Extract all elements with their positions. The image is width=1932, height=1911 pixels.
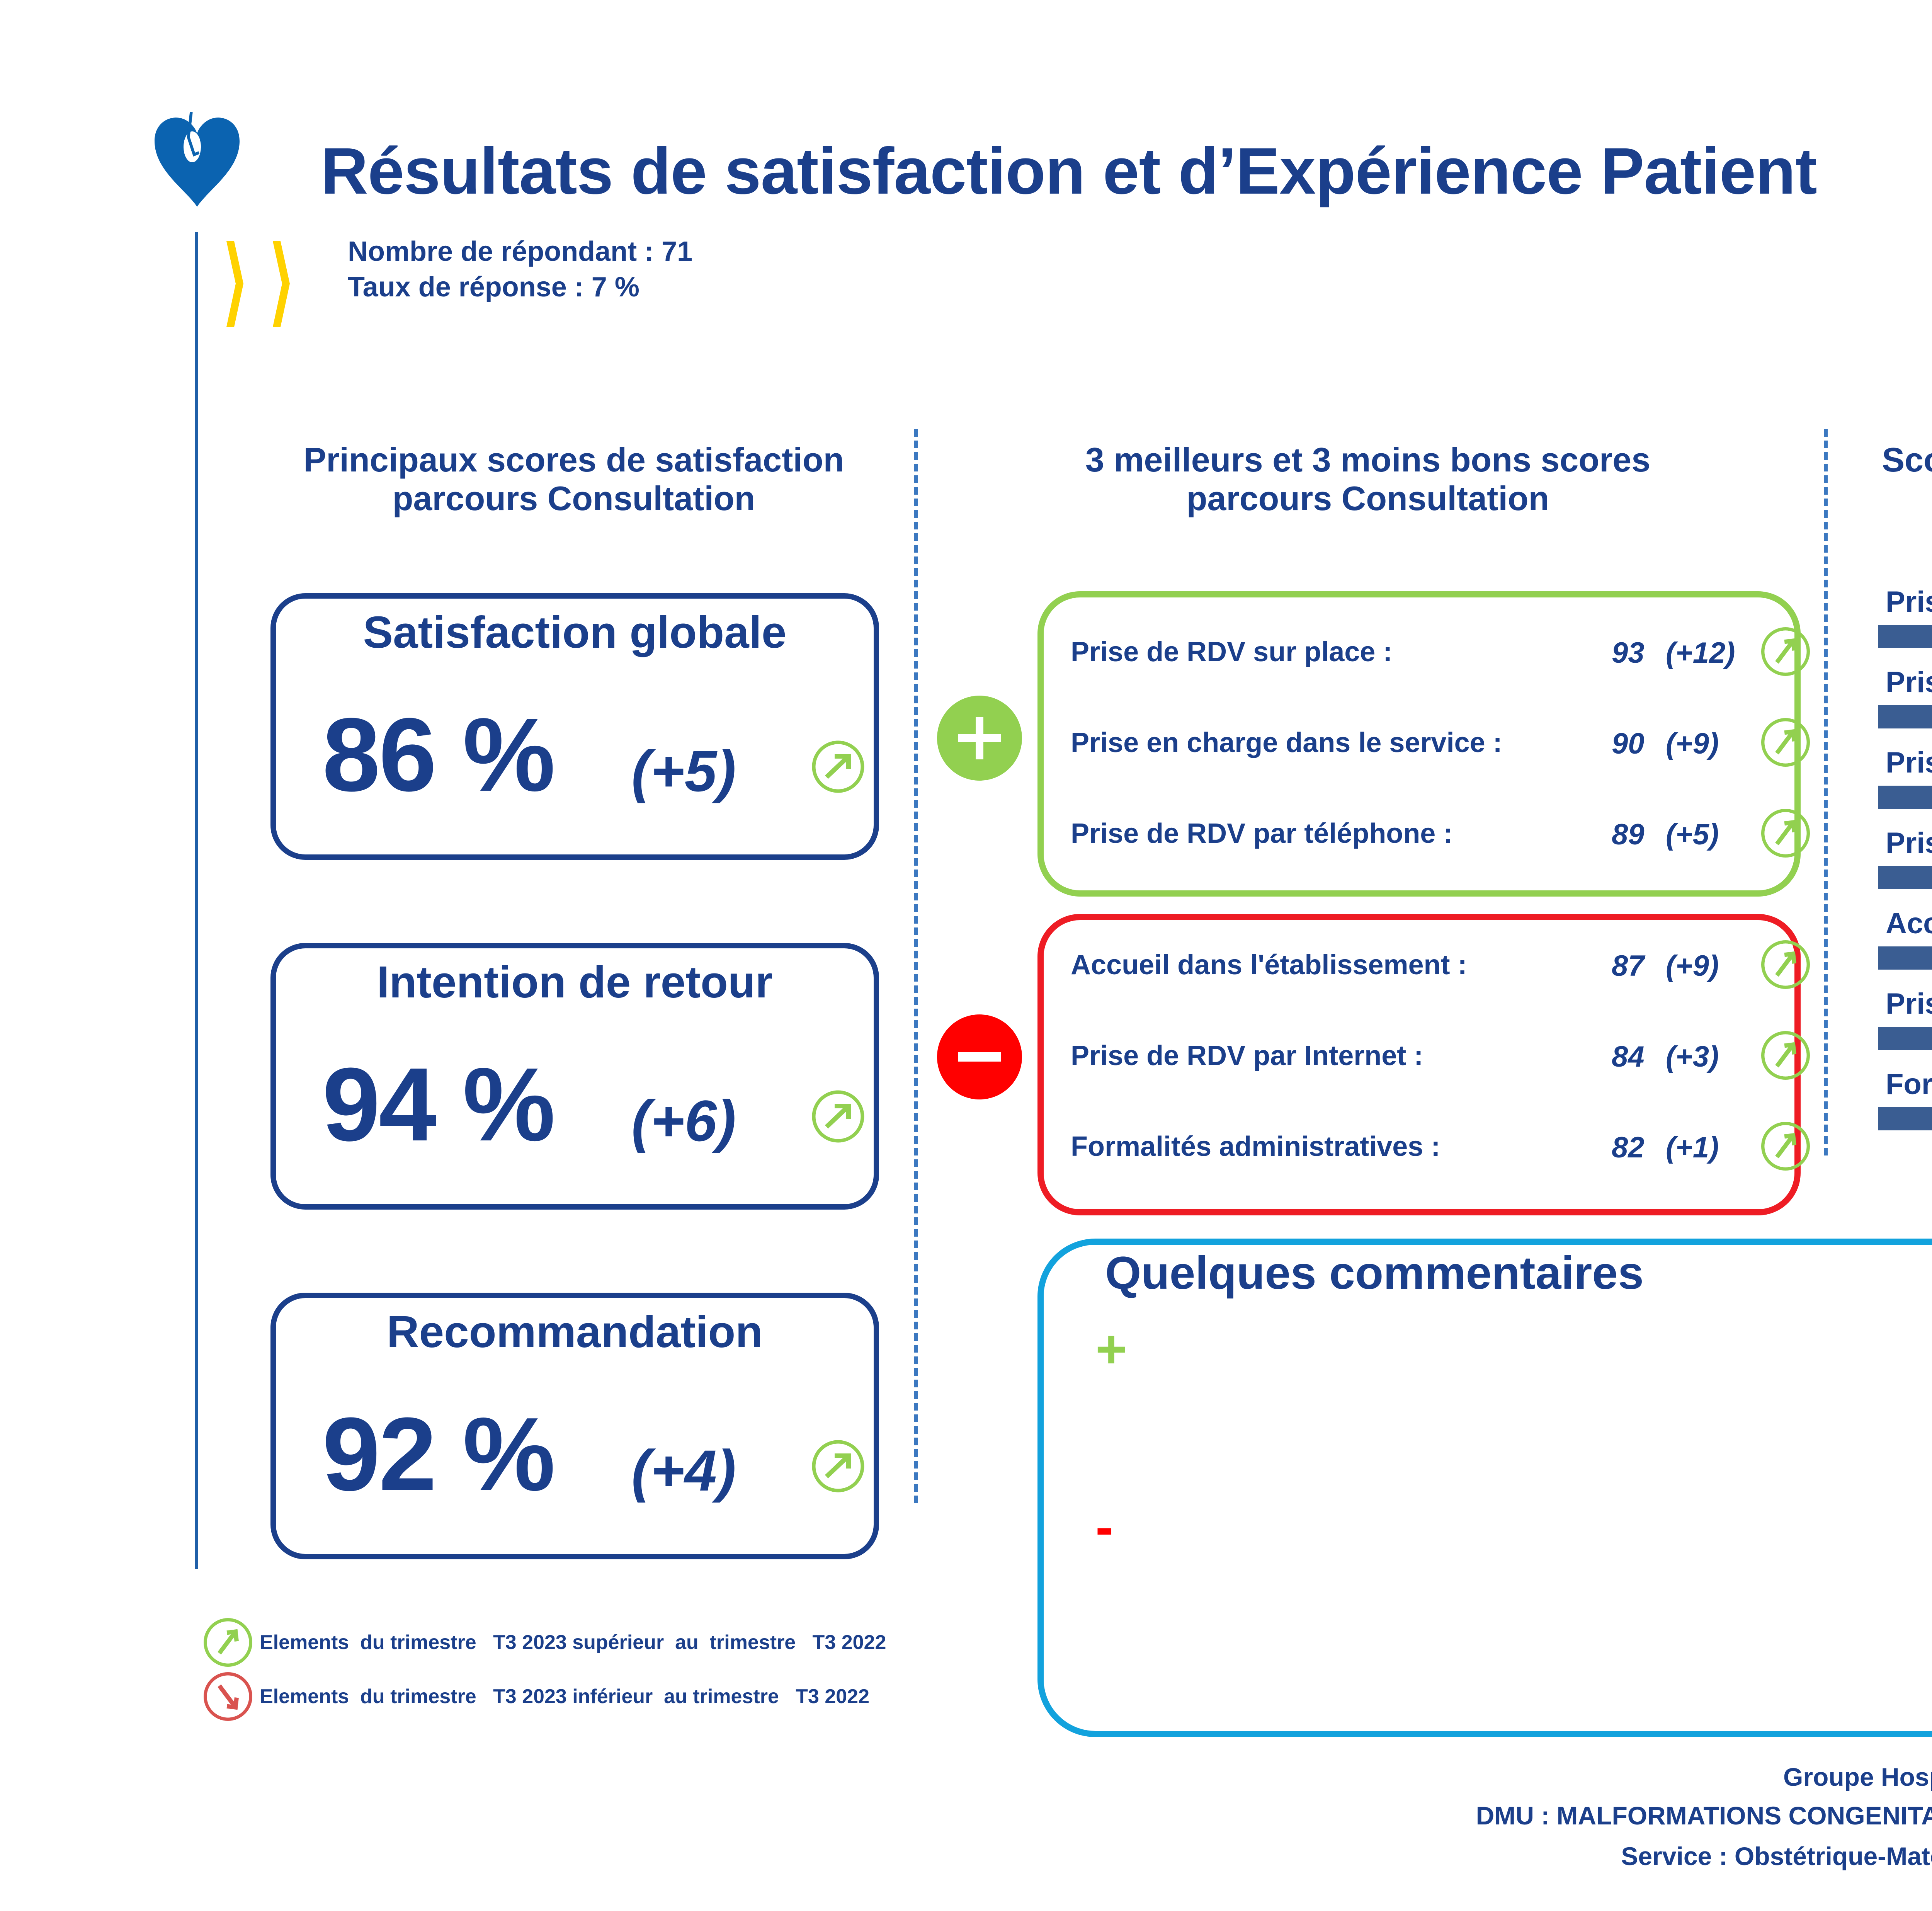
left-vertical-rule — [195, 232, 198, 1569]
dimensions-title-line1: Scores de satisfaction et d’expérience — [1882, 441, 1932, 479]
worst-scores-box: Accueil dans l'établissement : 87 (+9) P… — [1037, 914, 1810, 1215]
worst-score-row: Accueil dans l'établissement : 87 (+9) — [1071, 934, 1810, 992]
best-scores-box: Prise de RDV sur place : 93 (+12) Prise … — [1037, 591, 1810, 897]
kpi-delta: (+6) — [631, 1088, 736, 1153]
main-scores-title-line2: parcours Consultation — [392, 479, 755, 517]
bar-category-label: Formalités administratives : — [1886, 1068, 1932, 1101]
double-chevron-right-icon — [226, 241, 243, 327]
kpi-value: 92 % — [322, 1396, 555, 1513]
score-delta: (+9) — [1666, 727, 1719, 760]
score-label: Accueil dans l'établissement : — [1071, 950, 1467, 980]
score-delta: (+1) — [1666, 1131, 1719, 1164]
footer-service: Service : Obstétrique-Maternité Chirurgi… — [1621, 1842, 1932, 1870]
arrow-up-right-circle-icon — [812, 740, 864, 793]
score-delta: (+12) — [1666, 636, 1735, 669]
comments-title: Quelques commentaires — [1105, 1247, 1644, 1299]
plus-circle-icon — [937, 696, 1022, 781]
score-value: 82 — [1612, 1131, 1645, 1164]
kpi-card-intention-de-retour: Intention de retour 94 % (+6) — [270, 943, 879, 1210]
bar — [1878, 866, 1932, 889]
main-scores-title: Principaux scores de satisfaction parcou… — [270, 441, 877, 518]
column-divider — [914, 429, 918, 1503]
legend-label: Elements du trimestre T3 2023 supérieur … — [260, 1631, 886, 1654]
score-delta: (+3) — [1666, 1040, 1719, 1073]
legend-item-down: Elements du trimestre T3 2023 inférieur … — [201, 1669, 869, 1724]
score-value: 90 — [1612, 727, 1645, 760]
ranking-title-line1: 3 meilleurs et 3 moins bons scores — [1085, 441, 1651, 479]
score-label: Prise de RDV par Internet : — [1071, 1040, 1423, 1071]
arrow-up-right-circle-icon — [1761, 1122, 1810, 1171]
bar-category-label: Prise en charge dans le service : — [1886, 987, 1932, 1020]
arrow-up-right-circle-icon — [1761, 940, 1810, 989]
kpi-delta: (+5) — [631, 739, 736, 803]
dimensions-title: Scores de satisfaction et d’expérience p… — [1843, 441, 1932, 556]
best-score-row: Prise de RDV par téléphone : 89 (+5) — [1071, 802, 1810, 860]
score-value: 89 — [1612, 818, 1645, 851]
dimensions-title-line2: par dimension du parcours — [1843, 479, 1932, 518]
kpi-label: Satisfaction globale — [363, 607, 787, 657]
footer-group: Groupe Hospitalier : AP-HP.CENTRE-UNIVER… — [1783, 1763, 1932, 1791]
ranking-title-line2: parcours Consultation — [1186, 479, 1549, 517]
legend-item-up: Elements du trimestre T3 2023 supérieur … — [201, 1615, 886, 1669]
survey-meta: Nombre de répondant : 71 Taux de réponse… — [348, 234, 692, 305]
kpi-delta: (+4) — [631, 1438, 736, 1503]
score-delta: (+9) — [1666, 950, 1719, 982]
comments-box — [1037, 1239, 1932, 1737]
worst-score-row: Formalités administratives : 82 (+1) — [1071, 1115, 1810, 1173]
heart-logo-icon — [155, 112, 240, 207]
worst-score-row: Prise de RDV par Internet : 84 (+3) — [1071, 1024, 1810, 1082]
bar — [1878, 1107, 1932, 1130]
score-value: 84 — [1612, 1040, 1645, 1073]
double-chevron-right-icon — [273, 241, 290, 327]
bar-category-label: Prise de RDV par Internet : — [1886, 666, 1932, 699]
bar-category-label: Prise de RDV (tout canal) : — [1886, 827, 1932, 859]
best-score-row: Prise en charge dans le service : 90 (+9… — [1071, 711, 1810, 769]
arrow-up-right-circle-icon — [1761, 1031, 1810, 1080]
main-scores-title-line1: Principaux scores de satisfaction — [303, 441, 844, 479]
bar — [1878, 786, 1932, 809]
bar — [1878, 625, 1932, 648]
score-value: 93 — [1612, 636, 1645, 669]
bar — [1878, 705, 1932, 728]
column-divider — [1824, 429, 1828, 1155]
arrow-up-right-circle-icon — [1761, 809, 1810, 858]
arrow-up-right-circle-icon — [204, 1618, 252, 1667]
negative-comments-marker: - — [1095, 1496, 1114, 1557]
bar-category-label: Prise de RDV par téléphone : — [1886, 589, 1932, 618]
response-rate: Taux de réponse : 7 % — [348, 272, 639, 303]
arrow-up-right-circle-icon — [1761, 718, 1810, 767]
kpi-value: 94 % — [322, 1047, 555, 1163]
score-label: Prise de RDV par téléphone : — [1071, 818, 1453, 849]
arrow-up-right-circle-icon — [812, 1440, 864, 1492]
kpi-label: Recommandation — [386, 1307, 763, 1357]
kpi-label: Intention de retour — [377, 957, 773, 1007]
arrow-up-right-circle-icon — [1761, 627, 1810, 676]
legend-label: Elements du trimestre T3 2023 inférieur … — [260, 1685, 870, 1708]
minus-circle-icon — [937, 1014, 1022, 1099]
respondent-count: Nombre de répondant : 71 — [348, 236, 693, 267]
positive-comments-marker: + — [1095, 1319, 1127, 1379]
kpi-card-recommandation: Recommandation 92 % (+4) — [270, 1293, 879, 1559]
bar-category-label: Accueil dans l'établissement : — [1886, 907, 1932, 940]
dimensions-title-line3: Consultation — [1843, 518, 1932, 556]
bar-category-label: Prise de RDV sur place : — [1886, 746, 1932, 779]
page-title: Résultats de satisfaction et d’Expérienc… — [321, 134, 1817, 208]
dimension-bar-chart: Prise de RDV par téléphone :89Prise de R… — [1878, 589, 1932, 1130]
score-delta: (+5) — [1666, 818, 1719, 851]
footer-dmu: DMU : MALFORMATIONS CONGENITALES ET ANOM… — [1476, 1801, 1932, 1830]
ranking-title: 3 meilleurs et 3 moins bons scores parco… — [1005, 441, 1731, 518]
score-label: Formalités administratives : — [1071, 1131, 1440, 1162]
bar — [1878, 946, 1932, 970]
score-value: 87 — [1612, 950, 1645, 982]
arrow-down-right-circle-icon — [204, 1672, 252, 1721]
kpi-card-satisfaction-globale: Satisfaction globale 86 % (+5) — [270, 593, 879, 860]
score-label: Prise de RDV sur place : — [1071, 636, 1393, 667]
bar — [1878, 1027, 1932, 1050]
best-score-row: Prise de RDV sur place : 93 (+12) — [1071, 621, 1810, 679]
kpi-value: 86 % — [322, 697, 555, 813]
arrow-up-right-circle-icon — [812, 1090, 864, 1143]
score-label: Prise en charge dans le service : — [1071, 727, 1502, 758]
